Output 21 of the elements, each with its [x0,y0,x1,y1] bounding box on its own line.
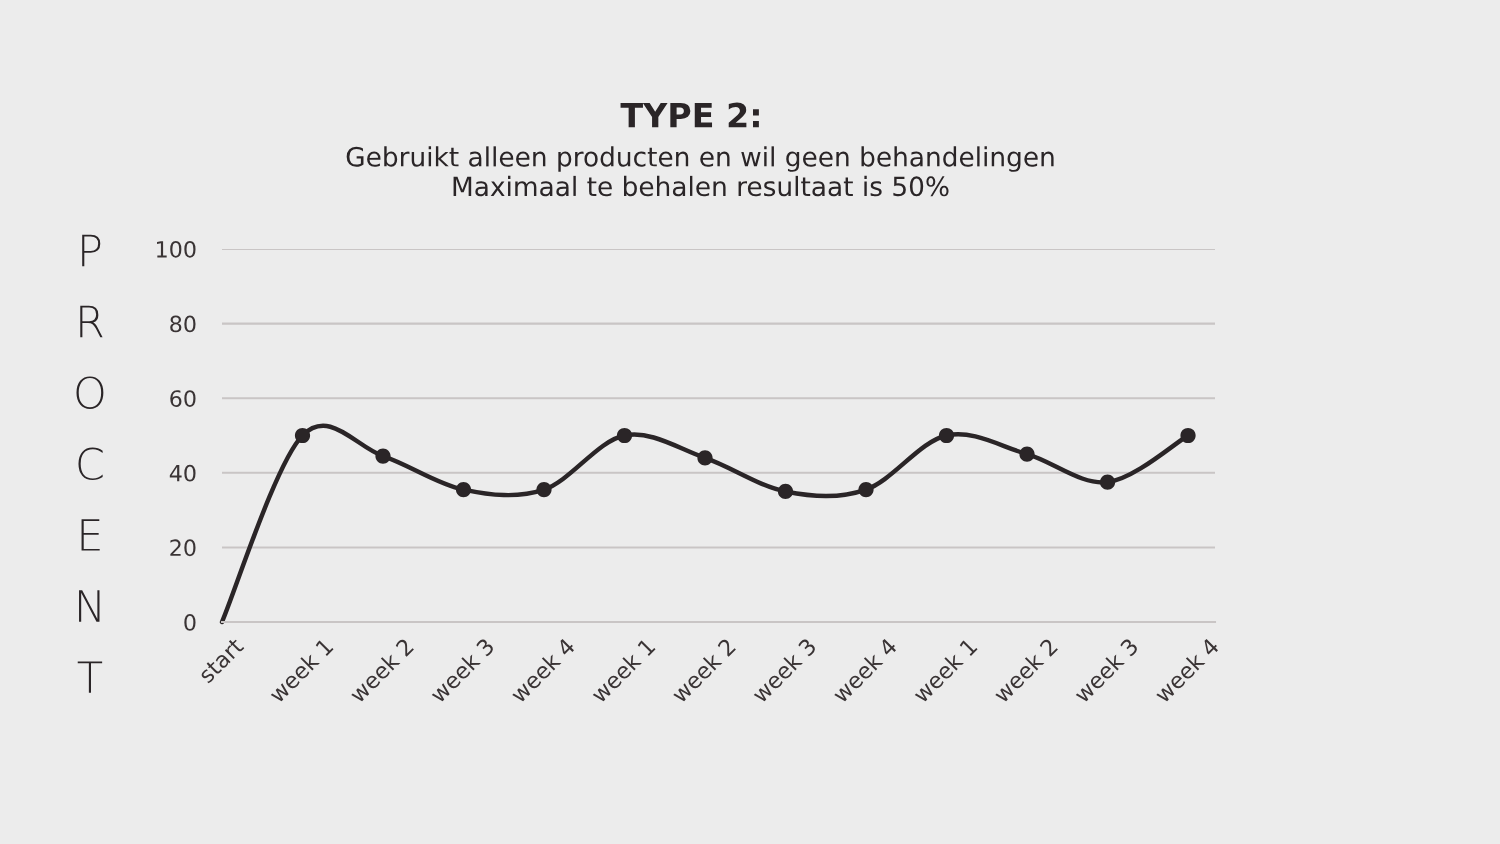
point [697,450,713,466]
chart-title: TYPE 2: [620,102,759,128]
point [1099,474,1116,490]
point [938,427,955,444]
y-tick-label: 100 [157,240,196,258]
point [455,481,472,498]
y-tick-label: 60 [170,390,196,407]
y-tick-label: 20 [170,539,196,557]
y-tick-label: 40 [169,464,196,482]
chart-subtitle: Gebruikt alleen producten en wil geen behandelingen Maximaal te behalen resultaat is 50% [346,146,1054,197]
y-tick-label: 0 [184,613,196,631]
point [1019,446,1035,462]
point [777,483,794,500]
point [616,427,633,444]
y-tick-label: 80 [170,315,196,333]
point [858,481,874,498]
point [536,481,552,498]
point [1180,427,1196,444]
point [294,427,311,444]
y-axis-title: PROCENT [76,234,104,693]
point [375,448,391,464]
